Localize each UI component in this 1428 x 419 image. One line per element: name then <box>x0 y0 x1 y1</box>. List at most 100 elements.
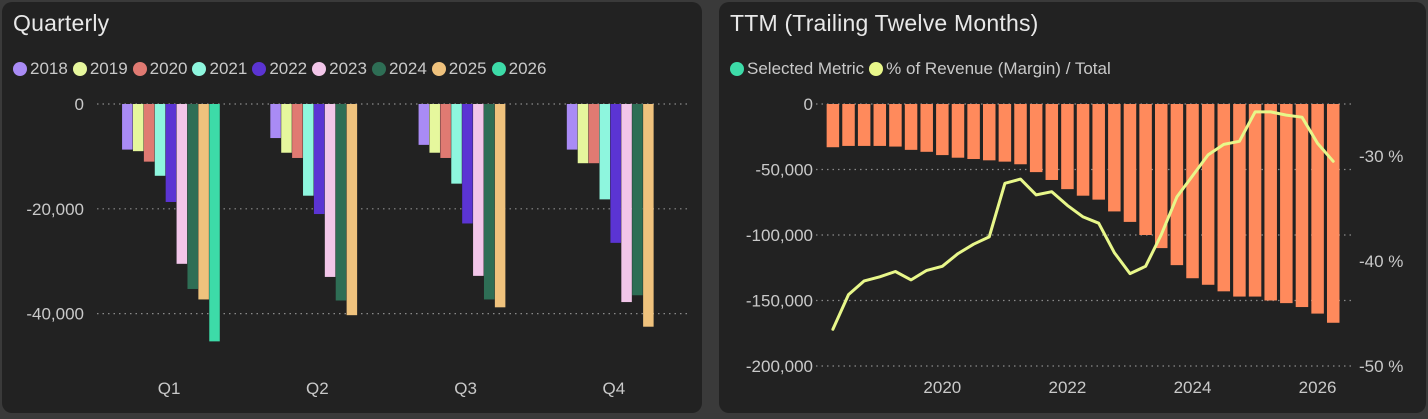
quarterly-bar-q3-2021[interactable] <box>451 104 462 184</box>
ttm-bar-18[interactable] <box>1108 104 1121 212</box>
ttm-bar-30[interactable] <box>1295 104 1309 308</box>
ttm-bar-4[interactable] <box>889 104 902 147</box>
ttm-legend-label-of-revenue-margin-total: % of Revenue (Margin) / Total <box>886 59 1111 78</box>
quarterly-bar-q1-2025[interactable] <box>198 104 209 300</box>
ttm-bar-21[interactable] <box>1154 104 1168 249</box>
ttm-bar-14[interactable] <box>1045 104 1059 180</box>
quarterly-bar-q4-2025[interactable] <box>643 104 654 327</box>
ttm-y-tick-50-000: -50,000 <box>755 161 813 180</box>
quarterly-legend-swatch-2021 <box>192 62 207 76</box>
ttm-chart-title: TTM (Trailing Twelve Months) <box>730 10 1039 36</box>
quarterly-chart-panel: Quarterly 2018 2019 2020 2021 2022 2023 2024 20… <box>2 2 702 413</box>
quarterly-legend-label-2026: 2026 <box>508 59 547 78</box>
quarterly-x-tick-q4: Q4 <box>603 379 626 398</box>
quarterly-bar-q4-2022[interactable] <box>610 104 621 243</box>
quarterly-x-tick-q1: Q1 <box>158 379 181 398</box>
ttm-bar-15[interactable] <box>1061 104 1074 190</box>
ttm-bar-31[interactable] <box>1311 104 1324 314</box>
ttm-y2-tick-30: -30 % <box>1359 147 1403 166</box>
quarterly-bar-q2-2021[interactable] <box>303 104 314 196</box>
quarterly-x-tick-q3: Q3 <box>454 379 477 398</box>
quarterly-bar-q1-2026[interactable] <box>209 104 220 342</box>
quarterly-bar-q1-2021[interactable] <box>154 104 166 176</box>
ttm-bar-10[interactable] <box>982 104 996 161</box>
quarterly-legend-item-2026[interactable]: 2026 <box>491 59 547 79</box>
ttm-bar-2[interactable] <box>857 104 871 146</box>
quarterly-bar-q1-2024[interactable] <box>187 104 198 289</box>
quarterly-legend-swatch-2025 <box>431 62 446 76</box>
ttm-bar-7[interactable] <box>936 104 949 156</box>
quarterly-y-tick-20-000: -20,000 <box>26 200 84 219</box>
quarterly-legend-item-2019[interactable]: 2019 <box>72 59 128 79</box>
quarterly-bar-q1-2020[interactable] <box>143 104 155 162</box>
ttm-bar-16[interactable] <box>1076 104 1090 196</box>
ttm-bar-24[interactable] <box>1201 104 1215 285</box>
ttm-bar-17[interactable] <box>1092 104 1105 200</box>
ttm-bar-32[interactable] <box>1326 104 1340 323</box>
ttm-bar-19[interactable] <box>1123 104 1137 222</box>
ttm-bar-26[interactable] <box>1233 104 1246 297</box>
ttm-bar-28[interactable] <box>1264 104 1277 301</box>
quarterly-bar-q3-2019[interactable] <box>429 104 440 153</box>
quarterly-bar-q1-2018[interactable] <box>122 104 133 150</box>
ttm-bar-8[interactable] <box>951 104 965 158</box>
ttm-legend: Selected Metric % of Revenue (Margin) / T… <box>730 58 1116 80</box>
quarterly-bar-q2-2019[interactable] <box>281 104 292 153</box>
ttm-chart-panel: TTM (Trailing Twelve Months) Selected Me… <box>719 2 1426 413</box>
quarterly-legend-item-2024[interactable]: 2024 <box>371 59 427 79</box>
ttm-legend-swatch-of-revenue-margin-total <box>869 62 884 76</box>
quarterly-bar-q3-2024[interactable] <box>483 104 495 300</box>
ttm-legend-item-of-revenue-margin-total[interactable]: % of Revenue (Margin) / Total <box>869 59 1111 79</box>
quarterly-bar-q2-2022[interactable] <box>313 104 325 215</box>
ttm-bar-12[interactable] <box>1014 104 1027 165</box>
quarterly-legend-label-2020: 2020 <box>149 59 188 78</box>
quarterly-bar-q3-2020[interactable] <box>440 104 451 158</box>
ttm-bar-1[interactable] <box>842 104 855 146</box>
quarterly-bar-q4-2018[interactable] <box>566 104 578 150</box>
quarterly-bar-q2-2020[interactable] <box>292 104 303 158</box>
ttm-bar-9[interactable] <box>967 104 980 160</box>
quarterly-bar-q2-2024[interactable] <box>335 104 347 301</box>
ttm-margin-line[interactable] <box>831 110 1335 331</box>
quarterly-legend-item-2022[interactable]: 2022 <box>252 59 307 79</box>
ttm-y-tick-150-000: -150,000 <box>746 292 813 311</box>
ttm-bar-29[interactable] <box>1280 104 1293 304</box>
quarterly-bar-q4-2023[interactable] <box>621 104 632 303</box>
quarterly-legend-item-2018[interactable]: 2018 <box>13 59 68 79</box>
ttm-bar-27[interactable] <box>1248 104 1262 297</box>
quarterly-legend-item-2020[interactable]: 2020 <box>132 59 188 79</box>
quarterly-legend-label-2021: 2021 <box>209 59 248 78</box>
ttm-bar-6[interactable] <box>920 104 933 152</box>
ttm-bar-25[interactable] <box>1217 104 1231 292</box>
ttm-bar-5[interactable] <box>904 104 918 150</box>
ttm-bar-11[interactable] <box>998 104 1012 162</box>
quarterly-bar-q4-2019[interactable] <box>577 104 589 164</box>
quarterly-legend-item-2023[interactable]: 2023 <box>312 59 367 79</box>
quarterly-bar-q1-2023[interactable] <box>176 104 188 264</box>
quarterly-bar-q1-2022[interactable] <box>165 104 177 202</box>
quarterly-legend-item-2025[interactable]: 2025 <box>431 59 487 79</box>
quarterly-bar-q4-2024[interactable] <box>632 104 643 296</box>
quarterly-bar-q3-2018[interactable] <box>418 104 430 145</box>
quarterly-bar-q3-2022[interactable] <box>462 104 473 224</box>
quarterly-legend-item-2021[interactable]: 2021 <box>192 59 247 79</box>
quarterly-bar-q3-2025[interactable] <box>494 104 506 308</box>
ttm-bar-13[interactable] <box>1029 104 1043 173</box>
ttm-bar-20[interactable] <box>1139 104 1152 235</box>
quarterly-legend-swatch-2024 <box>371 62 386 76</box>
quarterly-legend-swatch-2026 <box>491 62 506 76</box>
quarterly-bar-chart: 0 -20,000 -40,000 Q1 Q2 Q3 Q4 <box>26 95 690 398</box>
ttm-bar-3[interactable] <box>873 104 887 146</box>
quarterly-bar-q1-2019[interactable] <box>132 104 144 152</box>
ttm-y2-tick-50: -50 % <box>1359 357 1403 376</box>
ttm-bar-22[interactable] <box>1170 104 1184 266</box>
ttm-bar-0[interactable] <box>826 104 840 148</box>
quarterly-bar-q3-2023[interactable] <box>473 104 484 276</box>
ttm-bar-23[interactable] <box>1186 104 1199 279</box>
quarterly-bar-q4-2021[interactable] <box>599 104 611 200</box>
ttm-legend-item-selected-metric[interactable]: Selected Metric <box>730 59 864 79</box>
quarterly-bar-q4-2020[interactable] <box>588 104 600 164</box>
quarterly-bar-q2-2025[interactable] <box>346 104 358 316</box>
quarterly-bar-q2-2018[interactable] <box>270 104 281 139</box>
quarterly-bar-q2-2023[interactable] <box>324 104 336 277</box>
